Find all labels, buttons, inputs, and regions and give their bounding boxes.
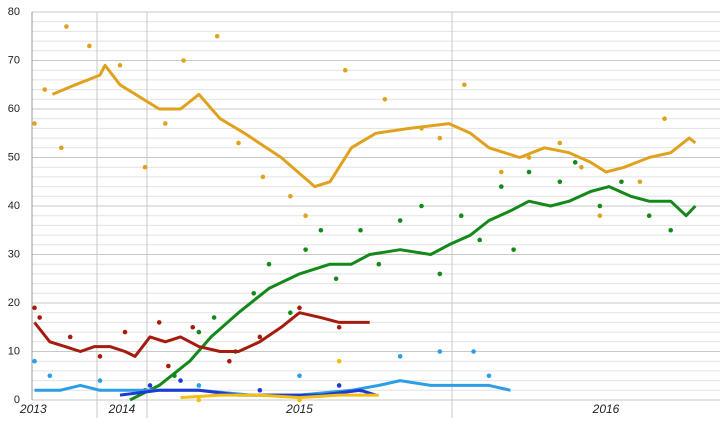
poll-point <box>32 358 37 364</box>
poll-point <box>178 378 183 383</box>
poll-point <box>117 63 123 68</box>
poll-point <box>336 383 342 388</box>
poll-point <box>42 87 48 92</box>
poll-point <box>288 194 293 199</box>
poll-point <box>122 329 128 335</box>
poll-point <box>333 276 339 282</box>
poll-point <box>597 213 603 218</box>
poll-point <box>97 378 103 383</box>
poll-point <box>646 213 652 218</box>
x-tick-label: 2014 <box>108 402 136 416</box>
poll-point <box>87 43 92 49</box>
poll-point <box>637 179 643 185</box>
y-tick-label: 70 <box>8 54 20 66</box>
poll-point <box>342 67 348 73</box>
poll-point <box>190 324 196 330</box>
poll-point <box>498 184 504 189</box>
x-tick-label: 2015 <box>285 402 313 416</box>
poll-point <box>196 329 202 335</box>
poll-point <box>526 155 532 160</box>
poll-point <box>382 97 388 102</box>
poll-point <box>336 358 342 364</box>
poll-point <box>498 169 504 175</box>
poll-point <box>227 358 232 364</box>
poll-point <box>236 140 241 146</box>
poll-point <box>511 247 516 252</box>
poll-point <box>579 164 584 170</box>
poll-point <box>462 82 467 88</box>
marks <box>32 24 697 403</box>
poll-point <box>97 354 103 359</box>
poll-point <box>572 160 578 165</box>
poll-point <box>437 271 443 277</box>
poll-point <box>257 334 263 340</box>
trend-line <box>51 63 697 189</box>
poll-point <box>266 261 272 267</box>
y-tick-label: 20 <box>8 297 20 309</box>
poll-point <box>251 291 257 296</box>
poll-point <box>297 373 302 379</box>
poll-point <box>336 324 342 330</box>
poll-point <box>32 121 37 126</box>
poll-point <box>668 227 674 233</box>
poll-point <box>437 135 443 141</box>
poll-point <box>211 315 217 320</box>
y-tick-label: 60 <box>8 103 20 115</box>
poll-point <box>214 33 220 39</box>
poll-point <box>196 397 202 403</box>
poll-point <box>597 203 603 209</box>
poll-point <box>196 383 202 388</box>
labels: 0 10 20 30 40 50 60 70 80 2013 2014 2015 2016 <box>8 6 620 416</box>
poll-point <box>397 218 403 223</box>
poll-point <box>297 305 302 311</box>
poll-point <box>303 247 308 252</box>
x-tick-label: 2016 <box>592 402 620 416</box>
poll-point <box>163 121 168 126</box>
poll-point <box>260 174 266 180</box>
poll-point <box>288 310 293 316</box>
poll-point <box>419 203 424 209</box>
poll-point <box>619 179 624 185</box>
poll-point <box>471 349 476 354</box>
poll-point <box>142 164 148 170</box>
poll-point <box>526 169 532 175</box>
trend-line <box>180 393 379 400</box>
y-tick-label: 80 <box>8 6 20 18</box>
poll-point <box>32 305 37 311</box>
poll-point <box>557 140 563 146</box>
poll-point <box>156 320 162 325</box>
poll-point <box>318 227 324 233</box>
trend-line <box>129 185 697 402</box>
poll-point <box>37 315 42 320</box>
trend-line <box>33 311 370 358</box>
x-tick-label: 2013 <box>19 402 47 416</box>
poll-point <box>437 349 443 354</box>
y-tick-label: 0 <box>14 394 20 406</box>
poll-point <box>64 24 69 29</box>
poll-point <box>166 363 171 369</box>
poll-point <box>67 334 73 340</box>
poll-point <box>557 179 563 185</box>
poll-point <box>358 227 363 233</box>
poll-point <box>376 261 382 267</box>
y-tick-label: 40 <box>8 200 20 212</box>
poll-point <box>59 145 64 151</box>
poll-point <box>257 388 263 393</box>
poll-point <box>181 58 186 63</box>
poll-point <box>397 354 403 359</box>
y-tick-label: 50 <box>8 151 20 163</box>
poll-point <box>147 383 153 388</box>
poll-point <box>486 373 492 379</box>
y-tick-label: 30 <box>8 248 20 260</box>
y-tick-label: 10 <box>8 345 20 357</box>
poll-point <box>477 237 483 243</box>
poll-point <box>303 213 308 218</box>
poll-point <box>458 213 464 218</box>
poll-point <box>662 116 667 121</box>
poll-point <box>47 373 53 379</box>
